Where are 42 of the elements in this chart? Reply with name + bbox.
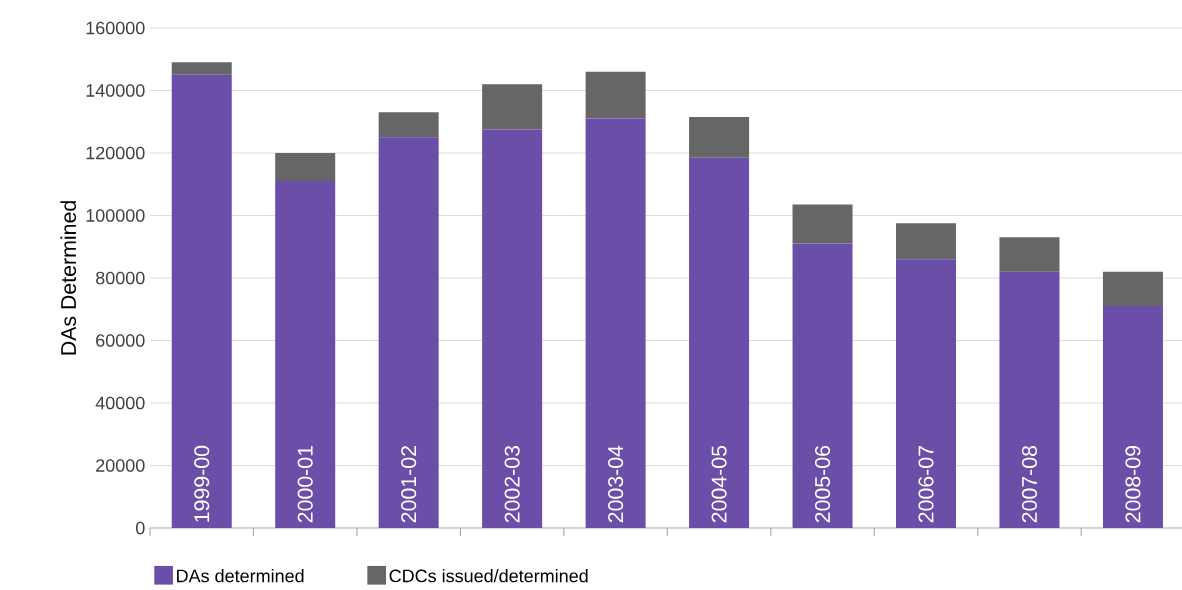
bar xyxy=(275,181,336,528)
y-tick-label: 0 xyxy=(135,521,145,535)
bar xyxy=(689,117,750,158)
x-tick-label: 2006-07 xyxy=(918,446,934,523)
y-tick-label: 160000 xyxy=(86,21,145,35)
bar xyxy=(378,137,439,528)
y-tick-label: 140000 xyxy=(86,84,145,97)
bar xyxy=(1102,271,1163,307)
x-tick-label: 2008-09 xyxy=(1125,446,1141,523)
y-tick-label: 60000 xyxy=(96,334,145,347)
y-tick-label: 120000 xyxy=(86,146,145,160)
bar xyxy=(689,157,750,528)
x-tick-label: 2000-01 xyxy=(297,446,313,523)
bar xyxy=(171,62,232,75)
bar xyxy=(896,223,957,260)
y-tick-label: 100000 xyxy=(86,209,145,222)
bar xyxy=(999,237,1060,272)
x-tick-label: 2003-04 xyxy=(608,445,624,523)
bar xyxy=(171,74,232,528)
bar xyxy=(792,204,853,244)
bar xyxy=(275,153,336,182)
bar xyxy=(1102,306,1163,528)
x-tick-label: 2004-05 xyxy=(711,445,727,523)
bar xyxy=(896,259,957,528)
x-tick-label: 2007-08 xyxy=(1021,445,1038,523)
bar xyxy=(378,112,439,138)
y-tick-label: 80000 xyxy=(96,271,145,285)
bar xyxy=(999,271,1060,528)
legend-label: DAs determined xyxy=(177,569,304,583)
y-tick-label: 20000 xyxy=(96,459,145,472)
legend-label: CDCs issued/determined xyxy=(389,569,588,583)
y-axis-title: DAs Determined xyxy=(60,201,77,355)
x-tick-label: 2005-06 xyxy=(815,445,831,523)
x-tick-label: 2002-03 xyxy=(504,445,520,523)
x-tick-label: 1999-00 xyxy=(194,445,210,522)
bar xyxy=(585,71,646,119)
bar xyxy=(585,118,646,528)
y-tick-label: 40000 xyxy=(95,396,145,410)
bar xyxy=(482,129,543,528)
bar xyxy=(482,84,543,130)
bar xyxy=(792,243,853,528)
x-tick-label: 2001-02 xyxy=(401,446,417,523)
